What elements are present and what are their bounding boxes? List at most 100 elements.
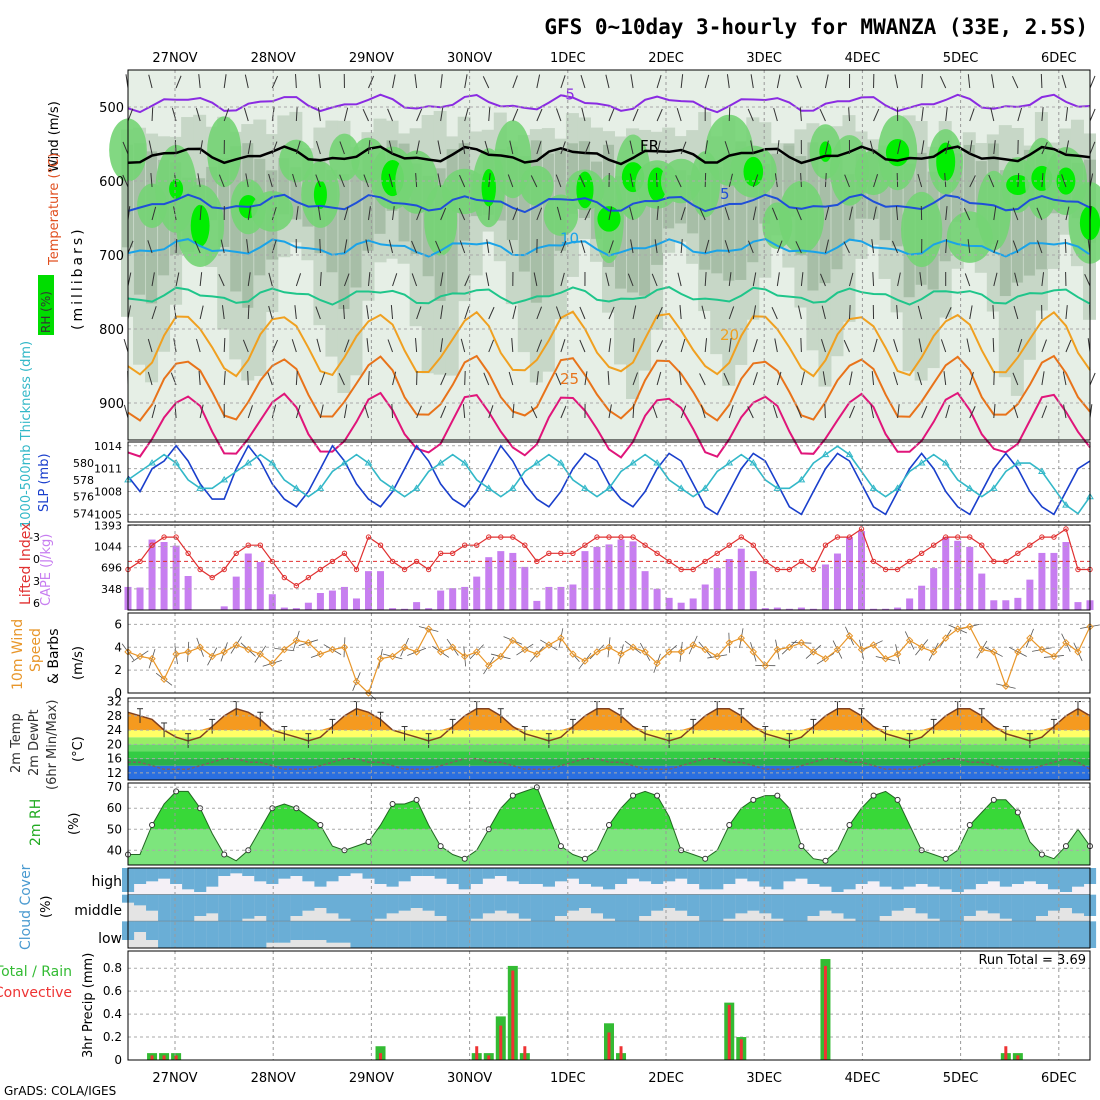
- cloud-cell-low: [963, 921, 976, 948]
- wind-barb: [584, 208, 591, 221]
- wind-barb: [680, 207, 686, 221]
- wind-barb: [440, 305, 444, 320]
- wind-barb: [268, 173, 273, 188]
- cape-bar: [1062, 542, 1070, 610]
- top-date-4dec: 4DEC: [845, 51, 881, 66]
- cloud-cell-low: [879, 921, 892, 948]
- cloud-cell-middle: [807, 894, 820, 916]
- cloud-cell-high: [170, 868, 183, 884]
- wind-barb: [368, 75, 375, 89]
- precip-conv-bar: [1004, 1046, 1008, 1060]
- rh-marker: [413, 796, 420, 803]
- cape-bar: [304, 602, 312, 610]
- cloud-cell-low: [747, 921, 760, 948]
- wind-barb: [993, 272, 998, 287]
- temp-labels: 2m Temp 2m DewPt (6hr Min/Max) (°C): [9, 700, 86, 790]
- cape-bar: [172, 545, 180, 610]
- precip-conv-label: Convective: [0, 985, 72, 1001]
- bottom-date-29nov: 29NOV: [349, 1071, 394, 1086]
- li-marker: [522, 542, 528, 548]
- wind-barb: [776, 74, 781, 89]
- wind-barb: [849, 206, 853, 221]
- rh-saturated-core: [743, 156, 764, 187]
- wind-barb: [891, 240, 899, 254]
- li-marker: [245, 542, 251, 548]
- wind-speed-marker: [268, 659, 277, 667]
- wind-barb: [917, 305, 923, 320]
- cape-bar: [328, 590, 336, 610]
- wind-barb: [824, 74, 829, 89]
- cloud-cell-high: [506, 868, 519, 882]
- wind-barb: [844, 174, 850, 188]
- cloud-cell-low: [554, 921, 567, 948]
- thickness-marker: [412, 484, 421, 491]
- cloud-cell-high: [903, 868, 916, 887]
- cloud-high-label: high: [91, 874, 122, 890]
- li-marker: [834, 534, 841, 540]
- rh-band-dark: [819, 176, 832, 284]
- cloud-cell-middle: [699, 894, 712, 922]
- thickness-tick-578: 578: [73, 474, 94, 487]
- wind-barb: [392, 273, 398, 287]
- wind-barb: [679, 305, 682, 320]
- cloud-cell-low: [627, 921, 640, 948]
- wind-barb: [656, 306, 663, 320]
- li-marker: [425, 566, 432, 573]
- cloud-cell-high: [939, 868, 952, 890]
- cloud-cell-high: [398, 868, 411, 882]
- wind-ms-label: Wind (m/s): [47, 101, 62, 172]
- temperature-label: Temperature (°C): [47, 153, 62, 266]
- wind-barb: [147, 371, 153, 386]
- wind-barb: [724, 240, 730, 254]
- cape-bar: [461, 586, 469, 610]
- cloud-cell-middle: [711, 894, 724, 922]
- wind-barb: [921, 107, 924, 122]
- li-marker: [474, 542, 480, 548]
- wind-barb: [416, 405, 422, 419]
- wind-speed-marker: [160, 675, 168, 683]
- cloud-cell-low: [254, 921, 267, 948]
- thickness-marker: [508, 484, 517, 491]
- precip-conv-bar: [475, 1046, 479, 1060]
- wind-barb: [629, 206, 634, 221]
- wind-barb: [319, 372, 326, 386]
- wind-barb: [704, 140, 708, 155]
- cloud-cell-low: [939, 921, 952, 948]
- thickness-marker: [893, 484, 902, 491]
- cape-li-panel: 348 696 1044 1393 -3 0 3 6: [29, 519, 1094, 611]
- li-marker: [750, 542, 756, 548]
- wind-barb: [921, 405, 928, 419]
- wind-speed-marker: [893, 650, 902, 658]
- precip-conv-bar: [607, 1032, 611, 1060]
- wind-barb: [148, 74, 153, 89]
- wind-barb: [849, 272, 854, 287]
- wind-speed-marker: [172, 650, 180, 658]
- wind-barb: [460, 338, 466, 353]
- thickness-marker: [557, 459, 565, 466]
- wind-barb: [579, 339, 586, 353]
- wind-barb: [656, 340, 664, 353]
- cloud-cell-high: [915, 868, 928, 884]
- rh-moist-core: [778, 180, 825, 254]
- wind-barb: [488, 405, 494, 419]
- wind-barb: [1017, 173, 1020, 188]
- wind-barb: [796, 75, 802, 89]
- rh-saturated-core: [169, 178, 184, 199]
- wind-barb: [1089, 372, 1096, 386]
- wind-barb: [967, 239, 971, 254]
- cloud-cell-middle: [915, 894, 928, 914]
- li-marker: [991, 558, 997, 565]
- wind-barb: [508, 239, 514, 254]
- cloud-cell-high: [891, 868, 904, 890]
- wind-barb: [218, 273, 225, 287]
- cape-labels: Lifted Index CAPE (J/kg): [18, 523, 54, 606]
- li-marker: [389, 558, 396, 565]
- wind-barb: [945, 239, 948, 254]
- wind-barb: [799, 107, 802, 122]
- wind-barb: [651, 273, 658, 287]
- cloud-cell-low: [771, 921, 784, 948]
- wind-barb: [945, 206, 948, 221]
- wind-barb: [824, 239, 829, 254]
- wind-barb: [990, 107, 995, 122]
- wind-speed-marker: [280, 645, 289, 654]
